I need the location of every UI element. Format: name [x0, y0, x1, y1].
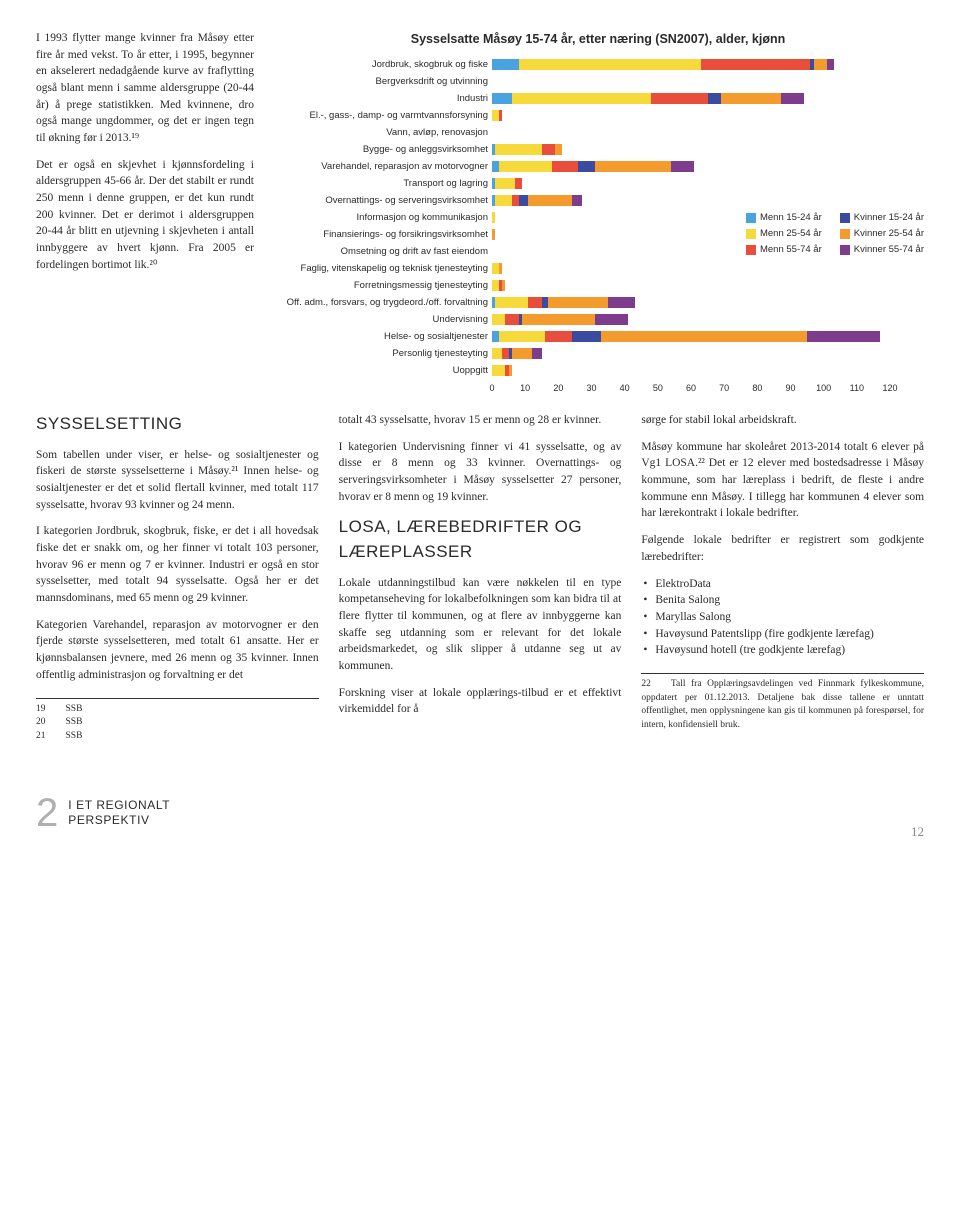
employment-chart: Sysselsatte Måsøy 15-74 år, etter næring…: [272, 30, 924, 394]
chart-x-axis: 0102030405060708090100110120: [492, 382, 890, 394]
col1-footnotes: 19SSB20SSB21SSB: [36, 698, 319, 744]
col3-bullets: ElektroDataBenita SalongMaryllas SalongH…: [641, 576, 924, 659]
column-2: totalt 43 sysselsatte, hvorav 15 er menn…: [339, 412, 622, 744]
intro-p1: I 1993 flytter mange kvinner fra Måsøy e…: [36, 30, 254, 147]
page-footer: 2 I ET REGIONALT PERSPEKTIV 12: [36, 784, 924, 842]
chart-title: Sysselsatte Måsøy 15-74 år, etter næring…: [272, 30, 924, 48]
chapter-number: 2: [36, 784, 58, 842]
col2-heading: LOSA, LÆREBEDRIFTER OG LÆREPLASSER: [339, 515, 622, 564]
page-number: 12: [911, 823, 924, 842]
chart-y-labels: Jordbruk, skogbruk og fiskeBergverksdrif…: [272, 56, 492, 379]
column-3: sørge for stabil lokal arbeidskraft.Måsø…: [641, 412, 924, 744]
intro-text: I 1993 flytter mange kvinner fra Måsøy e…: [36, 30, 254, 394]
col3-footnote: 22Tall fra Opplæringsavdelingen ved Finn…: [641, 673, 924, 733]
col1-heading: SYSSELSETTING: [36, 412, 319, 437]
chapter-title: I ET REGIONALT PERSPEKTIV: [68, 798, 170, 828]
intro-p2: Det er også en skjevhet i kjønnsfordelin…: [36, 157, 254, 274]
chart-legend: Menn 15-24 årMenn 25-54 årMenn 55-74 år …: [746, 211, 924, 258]
column-1: SYSSELSETTING Som tabellen under viser, …: [36, 412, 319, 744]
